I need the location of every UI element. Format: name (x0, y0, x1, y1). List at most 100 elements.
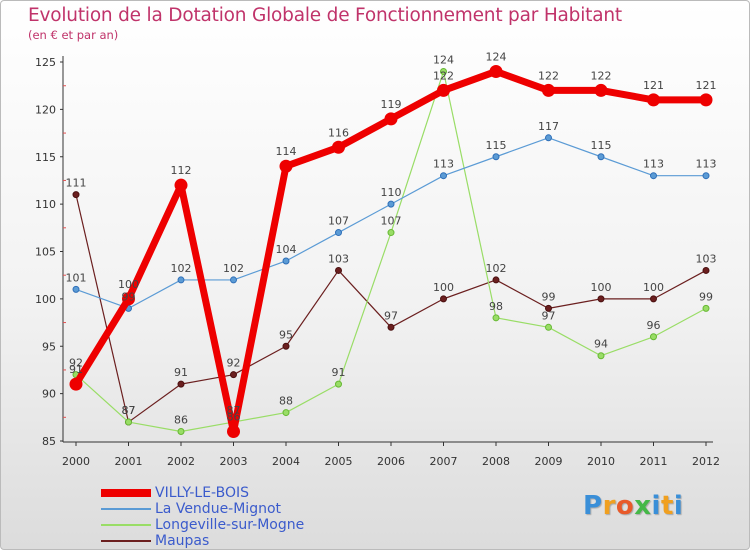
data-label: 100 (643, 281, 664, 294)
data-point (545, 304, 552, 312)
series-0 (69, 64, 713, 439)
data-point (545, 323, 552, 331)
data-label: 113 (696, 158, 717, 171)
data-point (440, 172, 447, 180)
series-line (75, 70, 707, 433)
legend-label: VILLY-LE-BOIS (155, 485, 249, 501)
x-tick-label: 2000 (62, 455, 90, 468)
series-1 (72, 134, 710, 312)
chart-subtitle: (en € et par an) (28, 28, 119, 42)
data-point (594, 83, 608, 97)
data-label: 119 (381, 98, 402, 111)
data-point (489, 64, 503, 78)
data-label: 103 (696, 252, 717, 265)
data-label: 122 (538, 69, 559, 82)
data-label: 92 (227, 357, 241, 370)
data-point (492, 153, 500, 161)
series-3 (72, 191, 710, 426)
y-tick-label: 115 (35, 151, 56, 164)
legend-label: Longeville-sur-Mogne (155, 517, 305, 533)
data-label: 96 (647, 319, 661, 332)
chart-title: Evolution de la Dotation Globale de Fonc… (28, 5, 622, 26)
data-label: 91 (174, 366, 188, 379)
x-tick-label: 2010 (587, 455, 615, 468)
data-label: 97 (542, 309, 556, 322)
y-tick-label: 90 (42, 388, 56, 401)
x-tick-label: 2004 (272, 455, 300, 468)
data-label: 111 (66, 177, 87, 190)
data-label: 99 (542, 290, 556, 303)
y-tick-label: 125 (35, 56, 56, 69)
data-label: 116 (328, 126, 349, 139)
data-point (492, 314, 500, 322)
data-point (69, 377, 83, 391)
x-tick-label: 2008 (482, 455, 510, 468)
data-point (440, 295, 447, 303)
data-point (542, 83, 555, 97)
data-label: 122 (433, 69, 454, 82)
data-point (492, 276, 500, 284)
data-point (387, 323, 395, 331)
data-label: 112 (171, 164, 192, 177)
legend-item: Longeville-sur-Mogne (101, 517, 304, 533)
data-point (384, 112, 398, 126)
data-label: 114 (276, 145, 297, 158)
data-point (702, 304, 710, 312)
x-tick-label: 2002 (167, 455, 195, 468)
y-tick-label: 95 (42, 340, 56, 353)
y-tick-label: 100 (35, 293, 56, 306)
data-label: 115 (486, 139, 507, 152)
data-label: 100 (118, 278, 139, 291)
data-point (332, 140, 345, 154)
data-point (282, 409, 290, 417)
series-line (72, 67, 710, 436)
data-point (227, 425, 240, 439)
data-point (597, 352, 605, 360)
data-point (650, 333, 657, 341)
x-tick-label: 2011 (640, 455, 668, 468)
data-point (174, 178, 188, 192)
data-label: 86 (227, 411, 241, 424)
data-point (597, 153, 605, 161)
x-tick-label: 2003 (220, 455, 248, 468)
data-label: 87 (227, 404, 241, 417)
data-label: 121 (643, 79, 664, 92)
data-point (545, 134, 552, 142)
data-label: 91 (332, 366, 346, 379)
data-label: 121 (696, 79, 717, 92)
data-point (702, 266, 710, 274)
data-point (282, 342, 290, 350)
data-point (437, 83, 450, 97)
data-point (387, 200, 395, 208)
data-point (650, 295, 657, 303)
data-label: 103 (328, 252, 349, 265)
data-label: 101 (66, 271, 87, 284)
data-point (335, 380, 342, 388)
legend: VILLY-LE-BOIS La Vendue-Mignot Longeville-… (101, 485, 304, 549)
x-tick-label: 2007 (430, 455, 458, 468)
data-label: 102 (223, 262, 244, 275)
legend-item: VILLY-LE-BOIS (101, 485, 304, 501)
data-point (230, 371, 237, 379)
data-point (177, 276, 185, 284)
legend-label: La Vendue-Mignot (155, 501, 282, 517)
data-label: 100 (433, 281, 454, 294)
legend-label: Maupas (155, 533, 210, 549)
data-label: 98 (489, 300, 503, 313)
data-label: 88 (279, 395, 293, 408)
data-label: 86 (174, 414, 188, 427)
data-label: 100 (591, 281, 612, 294)
data-label: 122 (591, 69, 612, 82)
data-point (125, 418, 132, 426)
data-point (335, 229, 342, 237)
x-tick-label: 2006 (377, 455, 405, 468)
legend-swatch (101, 540, 151, 542)
data-point (282, 257, 290, 265)
data-label: 87 (122, 404, 136, 417)
data-point (702, 172, 710, 180)
x-tick-label: 2012 (692, 455, 720, 468)
data-label: 97 (384, 309, 398, 322)
data-label: 87 (122, 404, 136, 417)
